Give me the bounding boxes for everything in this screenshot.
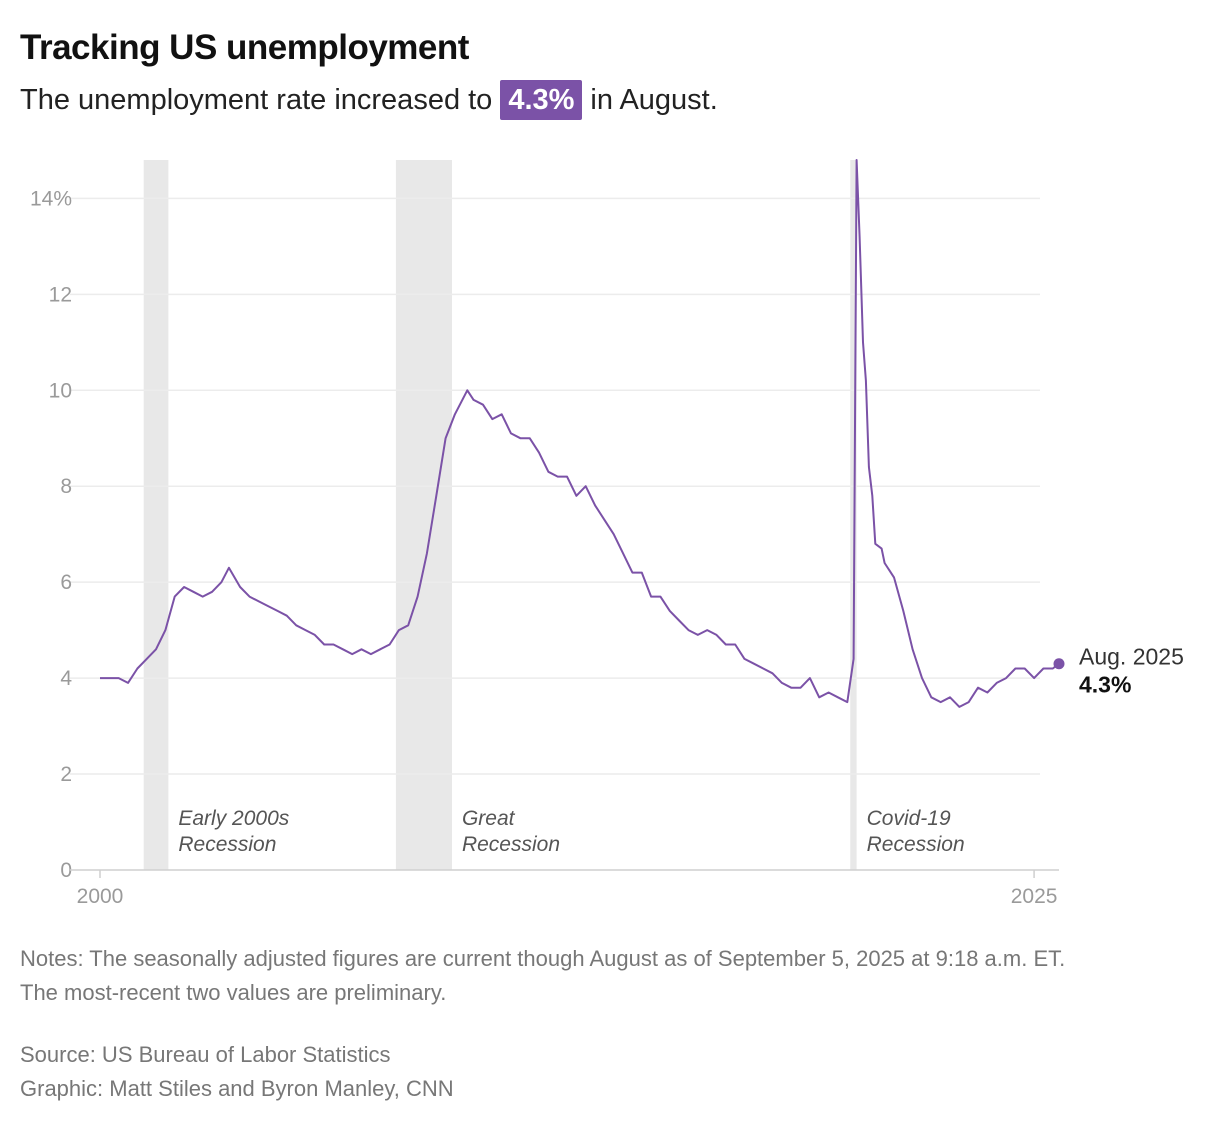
chart-notes: Notes: The seasonally adjusted figures a…: [20, 942, 1220, 1010]
y-tick-label-5: 10: [49, 379, 72, 402]
subtitle-highlight-value: 4.3%: [500, 80, 583, 120]
y-tick-label-6: 12: [49, 283, 72, 306]
y-tick-label-3: 6: [60, 571, 72, 594]
recession-label-1-line-1: Great: [462, 807, 516, 830]
recession-label-0-line-2: Recession: [178, 833, 276, 856]
series-line-0: [100, 159, 1060, 708]
chart-subtitle: The unemployment rate increased to 4.3% …: [20, 80, 718, 120]
recession-label-2-line-1: Covid-19: [867, 807, 951, 830]
recession-label-1-line-2: Recession: [462, 833, 560, 856]
y-tick-label-4: 8: [60, 475, 72, 498]
recession-labels: Early 2000s Recession Great Recession Covid-…: [178, 807, 964, 856]
subtitle-text-after: in August.: [590, 83, 718, 116]
x-axis-ticks: 2000 2025: [70, 869, 1059, 908]
recession-bands: [143, 160, 857, 870]
recession-band-0: [143, 160, 169, 870]
y-tick-label-1: 2: [60, 763, 72, 786]
x-tick-label-0: 2000: [77, 885, 124, 908]
notes-line-1: Notes: The seasonally adjusted figures a…: [20, 946, 1066, 971]
recession-label-2-line-2: Recession: [867, 833, 965, 856]
end-point-value: 4.3%: [1079, 672, 1131, 698]
recession-label-0-line-1: Early 2000s: [178, 807, 289, 830]
subtitle-text-before: The unemployment rate increased to: [20, 83, 493, 116]
graphic-credit-line: Graphic: Matt Stiles and Byron Manley, C…: [20, 1076, 454, 1101]
chart-credits: Source: US Bureau of Labor Statistics Gr…: [20, 1038, 454, 1106]
end-point-marker: [1053, 658, 1065, 670]
y-tick-label-0: 0: [60, 859, 72, 882]
notes-line-2: The most-recent two values are prelimina…: [20, 980, 447, 1005]
y-tick-label-2: 4: [60, 667, 72, 690]
gridlines: [70, 197, 1040, 775]
unemployment-chart: 0 2 4 6 8 10 12 14% 2000 2025 Early 2000s Recessi…: [30, 159, 1184, 908]
x-tick-label-1: 2025: [1011, 885, 1058, 908]
source-line: Source: US Bureau of Labor Statistics: [20, 1042, 391, 1067]
series-lines: [100, 159, 1060, 708]
y-tick-label-7: 14%: [30, 187, 72, 210]
end-point-label: Aug. 2025: [1079, 644, 1184, 670]
chart-title: Tracking US unemployment: [20, 28, 469, 67]
recession-band-1: [395, 160, 452, 870]
recession-band-2: [850, 160, 857, 870]
y-axis-ticks: 0 2 4 6 8 10 12 14%: [30, 187, 72, 882]
